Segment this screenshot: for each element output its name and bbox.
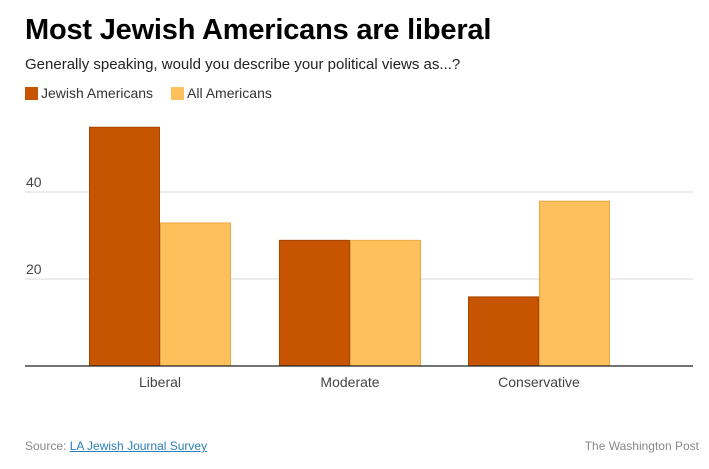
bar-jewish-americans-moderate (279, 239, 350, 367)
source-note: Source: LA Jewish Journal Survey (25, 439, 207, 453)
source-link[interactable]: LA Jewish Journal Survey (69, 439, 208, 453)
chart-subtitle: Generally speaking, would you describe y… (25, 56, 461, 73)
y-tick-label: 40 (26, 174, 42, 190)
bar-jewish-americans-conservative (468, 296, 539, 367)
source-label: Source: (25, 439, 67, 453)
bar-all-americans-moderate (350, 239, 421, 367)
x-tick-label: Moderate (320, 374, 379, 390)
legend-swatch-all-americans (171, 86, 185, 100)
legend: Jewish Americans All Americans (25, 85, 290, 101)
chart-title: Most Jewish Americans are liberal (25, 14, 492, 46)
legend-label: Jewish Americans (41, 85, 154, 101)
legend-label: All Americans (187, 85, 272, 101)
x-tick-label: Conservative (498, 374, 580, 390)
legend-item-all-americans: All Americans (171, 85, 272, 101)
bar-all-americans-conservative (539, 200, 610, 367)
credit: The Washington Post (584, 439, 699, 453)
x-tick-label: Liberal (139, 374, 181, 390)
bar-jewish-americans-liberal (89, 126, 160, 367)
legend-swatch-jewish-americans (25, 86, 38, 100)
legend-item-jewish-americans: Jewish Americans (25, 85, 153, 101)
bar-all-americans-liberal (160, 222, 231, 367)
y-tick-label: 20 (26, 261, 42, 277)
